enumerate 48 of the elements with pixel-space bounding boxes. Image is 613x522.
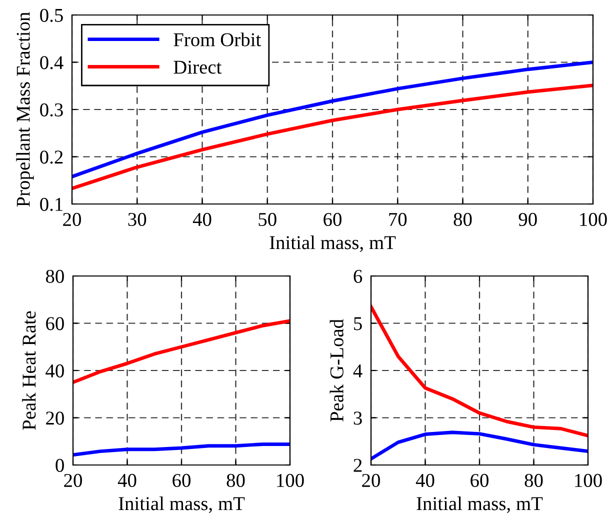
x-tick-label: 20 (63, 212, 81, 226)
y-tick-label: 4 (353, 364, 362, 378)
legend-label: Direct (174, 60, 222, 74)
y-axis-title: Propellant Mass Fraction (16, 12, 34, 207)
y-tick-label: 0.2 (40, 150, 63, 164)
y-tick-label: 0.4 (40, 56, 64, 70)
x-tick-label: 80 (454, 212, 472, 226)
line-series (371, 430, 588, 461)
legend-label: From Orbit (174, 32, 262, 46)
x-tick-label: 20 (64, 474, 82, 488)
x-tick-label: 60 (470, 474, 488, 488)
y-tick-label: 0.5 (40, 8, 63, 22)
x-tick-label: 100 (580, 212, 607, 226)
line-series (72, 84, 593, 190)
x-axis-title: Initial mass, mT (416, 496, 543, 514)
line-series (371, 304, 588, 438)
y-tick-label: 0 (56, 458, 64, 472)
line-series (73, 319, 290, 384)
y-tick-label: 3 (354, 412, 362, 425)
x-tick-label: 80 (524, 474, 543, 488)
y-tick-label: 0.1 (40, 198, 62, 212)
x-tick-label: 80 (226, 474, 245, 488)
line-series (72, 60, 593, 178)
y-tick-label: 40 (46, 364, 64, 378)
x-tick-label: 40 (192, 212, 212, 226)
x-tick-label: 70 (389, 212, 407, 226)
x-tick-label: 50 (258, 212, 276, 226)
x-tick-label: 30 (128, 212, 146, 226)
x-tick-label: 90 (518, 212, 537, 226)
x-tick-label: 60 (172, 474, 190, 488)
y-tick-label: 2 (354, 458, 362, 472)
x-tick-label: 40 (416, 474, 434, 488)
x-tick-label: 100 (277, 474, 304, 488)
y-tick-label: 20 (46, 412, 64, 425)
x-tick-label: 20 (362, 474, 380, 488)
y-tick-label: 6 (354, 270, 362, 283)
y-axis-title: Peak G-Load (330, 319, 344, 422)
x-tick-label: 60 (324, 212, 342, 226)
y-tick-label: 5 (354, 317, 362, 330)
y-tick-label: 60 (46, 317, 64, 330)
x-axis-title: Initial mass, mT (270, 236, 396, 252)
x-tick-label: 40 (118, 474, 136, 488)
line-series (73, 442, 290, 457)
x-tick-label: 100 (575, 474, 602, 488)
x-axis-title: Initial mass, mT (118, 496, 245, 514)
y-tick-label: 0.3 (40, 103, 63, 117)
y-axis-title: Peak Heat Rate (22, 311, 36, 430)
y-tick-label: 80 (46, 270, 64, 283)
